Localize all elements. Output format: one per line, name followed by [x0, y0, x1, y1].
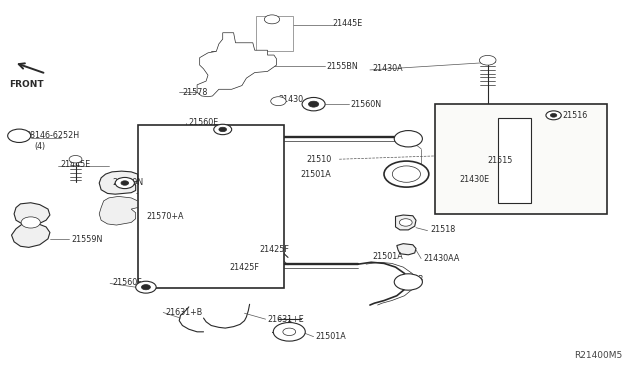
Text: B: B	[17, 131, 22, 140]
Circle shape	[308, 101, 319, 107]
Text: 21518: 21518	[430, 225, 455, 234]
Text: 21501A: 21501A	[301, 170, 332, 179]
Polygon shape	[397, 244, 416, 255]
Circle shape	[283, 328, 296, 336]
Bar	[256, 16, 293, 51]
Text: 21631+B: 21631+B	[165, 308, 202, 317]
Polygon shape	[396, 215, 416, 230]
Text: 21501A: 21501A	[315, 332, 346, 341]
Text: 2155BN: 2155BN	[326, 62, 358, 71]
Polygon shape	[99, 196, 138, 225]
Circle shape	[214, 124, 232, 135]
Text: 21445E: 21445E	[333, 19, 363, 28]
Circle shape	[271, 97, 286, 106]
Circle shape	[21, 217, 40, 228]
Text: 21578: 21578	[182, 88, 208, 97]
Circle shape	[479, 55, 496, 65]
Text: 21430AA: 21430AA	[424, 254, 460, 263]
Circle shape	[302, 97, 325, 111]
Circle shape	[121, 181, 129, 185]
Bar	[138, 125, 284, 288]
Text: (4): (4)	[34, 142, 45, 151]
Circle shape	[264, 15, 280, 24]
Polygon shape	[99, 171, 138, 194]
Circle shape	[273, 323, 305, 341]
Circle shape	[392, 166, 420, 182]
Text: 21560N: 21560N	[112, 178, 143, 187]
Text: 21570+A: 21570+A	[146, 212, 184, 221]
Circle shape	[219, 127, 227, 132]
Circle shape	[550, 113, 557, 117]
Circle shape	[399, 219, 412, 226]
Polygon shape	[12, 203, 50, 247]
Text: 21430A: 21430A	[372, 64, 403, 73]
Text: 08146-6252H: 08146-6252H	[26, 131, 80, 140]
Text: 21501: 21501	[396, 169, 420, 177]
Circle shape	[141, 285, 150, 290]
Text: 21559N: 21559N	[72, 235, 103, 244]
Text: R21400M5: R21400M5	[574, 351, 622, 360]
Text: 21515: 21515	[488, 156, 513, 165]
Polygon shape	[197, 33, 276, 97]
Text: 21430: 21430	[278, 95, 303, 104]
Circle shape	[69, 155, 82, 163]
Bar	[435, 104, 607, 214]
Circle shape	[115, 177, 134, 189]
Text: 21445E: 21445E	[61, 160, 91, 169]
Circle shape	[384, 161, 429, 187]
Text: FRONT: FRONT	[10, 80, 44, 89]
Text: 21503: 21503	[398, 275, 423, 284]
Bar	[498, 118, 531, 203]
Circle shape	[136, 281, 156, 293]
Circle shape	[394, 131, 422, 147]
Text: 21516: 21516	[562, 111, 587, 120]
Circle shape	[8, 129, 31, 142]
Circle shape	[546, 111, 561, 120]
Text: 21560F: 21560F	[112, 278, 141, 287]
Text: 21501A: 21501A	[372, 252, 403, 261]
Text: 21510: 21510	[306, 155, 331, 164]
Text: 21631+E: 21631+E	[268, 315, 304, 324]
Text: 21560E: 21560E	[189, 118, 219, 127]
Text: 21425F: 21425F	[259, 245, 289, 254]
Circle shape	[394, 274, 422, 290]
Text: 21425F: 21425F	[229, 263, 259, 272]
Text: 21560N: 21560N	[351, 100, 382, 109]
Text: 21430E: 21430E	[460, 175, 490, 184]
